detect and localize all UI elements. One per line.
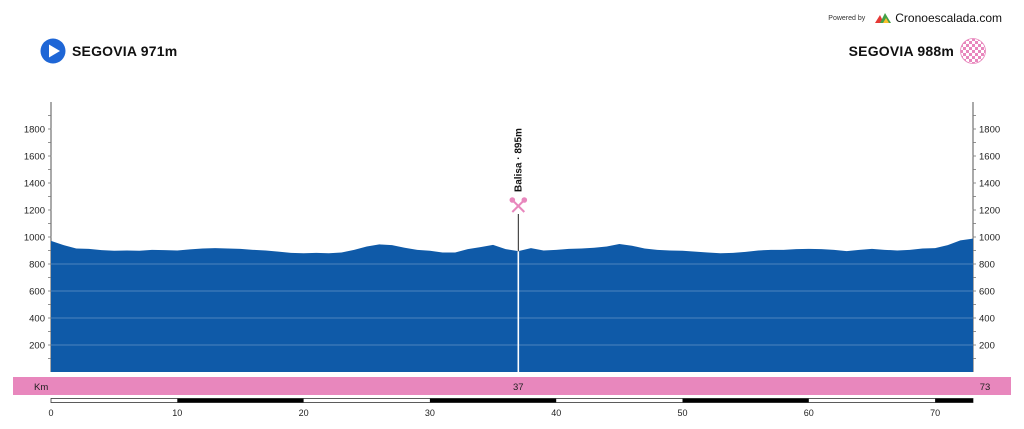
x-tick-label: 0 — [48, 408, 53, 418]
start-label: SEGOVIA 971m — [72, 43, 178, 59]
x-tick-label: 20 — [299, 408, 309, 418]
x-tick-label: 60 — [804, 408, 814, 418]
km-band-marker: 37 — [513, 382, 524, 393]
finish-label: SEGOVIA 988m — [848, 43, 954, 59]
y-tick-label-right: 1000 — [979, 233, 1000, 244]
x-tick-label: 30 — [425, 408, 435, 418]
y-tick-label-left: 1000 — [24, 233, 45, 244]
y-tick-label-right: 600 — [979, 287, 995, 298]
credit: Powered by Cronoescalada.com — [828, 11, 1002, 25]
brand-name: Cronoescalada.com — [895, 11, 1002, 25]
km-band — [13, 377, 1011, 395]
y-tick-label-left: 1200 — [24, 206, 45, 217]
x-tick-label: 40 — [551, 408, 561, 418]
y-tick-label-left: 200 — [29, 341, 45, 352]
y-tick-label-right: 1800 — [979, 125, 1000, 136]
km-band-end: 73 — [980, 382, 991, 393]
y-tick-label-right: 1600 — [979, 152, 1000, 163]
marker-label: Balisa · 895m — [513, 128, 524, 192]
scale-bar-segment — [429, 398, 557, 403]
y-tick-label-left: 1800 — [24, 125, 45, 136]
start-location: SEGOVIA 971m — [40, 38, 177, 64]
scale-bar-segment — [177, 398, 304, 403]
y-tick-label-right: 200 — [979, 341, 995, 352]
fork-knife-icon — [509, 197, 528, 213]
elevation-area — [51, 238, 973, 372]
y-tick-label-right: 1400 — [979, 179, 1000, 190]
y-tick-label-right: 800 — [979, 260, 995, 271]
y-tick-label-left: 800 — [29, 260, 45, 271]
y-tick-label-left: 1400 — [24, 179, 45, 190]
mountain-logo-icon — [875, 13, 892, 23]
km-band-label: Km — [34, 382, 48, 393]
finish-location: SEGOVIA 988m — [849, 38, 986, 64]
y-tick-label-left: 600 — [29, 287, 45, 298]
scale-bar-segment — [682, 398, 809, 403]
scale-bar-segment — [935, 398, 973, 403]
x-tick-label: 70 — [930, 408, 940, 418]
powered-by-text: Powered by — [828, 14, 866, 22]
y-tick-label-left: 400 — [29, 314, 45, 325]
y-tick-label-right: 1200 — [979, 206, 1000, 217]
x-tick-label: 10 — [172, 408, 182, 418]
y-tick-label-left: 1600 — [24, 152, 45, 163]
start-play-icon — [40, 38, 66, 64]
checkered-flag-icon — [960, 38, 986, 64]
x-tick-label: 50 — [677, 408, 687, 418]
y-tick-label-right: 400 — [979, 314, 995, 325]
